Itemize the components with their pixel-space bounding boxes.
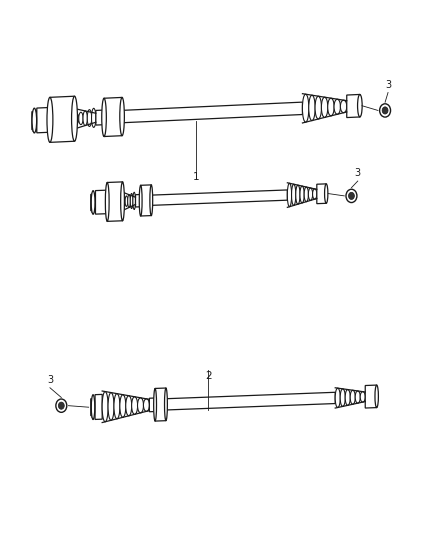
- Ellipse shape: [296, 185, 300, 204]
- Polygon shape: [91, 194, 95, 211]
- Ellipse shape: [120, 98, 124, 136]
- Text: 1: 1: [193, 172, 199, 182]
- Ellipse shape: [74, 114, 79, 124]
- Ellipse shape: [154, 389, 156, 421]
- Circle shape: [349, 192, 354, 199]
- Polygon shape: [95, 190, 107, 214]
- Ellipse shape: [130, 193, 133, 208]
- Ellipse shape: [313, 189, 317, 199]
- Polygon shape: [155, 388, 166, 421]
- Ellipse shape: [108, 393, 114, 421]
- Ellipse shape: [165, 388, 167, 421]
- Ellipse shape: [123, 197, 125, 205]
- Circle shape: [382, 107, 388, 114]
- Ellipse shape: [139, 185, 142, 216]
- Polygon shape: [166, 392, 335, 410]
- Ellipse shape: [120, 182, 124, 221]
- Ellipse shape: [335, 388, 340, 408]
- Ellipse shape: [91, 191, 95, 214]
- Polygon shape: [32, 111, 37, 130]
- Polygon shape: [317, 184, 326, 204]
- Ellipse shape: [340, 100, 347, 112]
- Ellipse shape: [125, 196, 128, 206]
- Polygon shape: [96, 110, 104, 125]
- Ellipse shape: [300, 186, 304, 203]
- Ellipse shape: [92, 108, 96, 127]
- Ellipse shape: [328, 98, 334, 116]
- Ellipse shape: [126, 395, 132, 416]
- Ellipse shape: [143, 399, 149, 411]
- Circle shape: [56, 399, 67, 413]
- Text: 3: 3: [47, 375, 53, 385]
- Ellipse shape: [133, 192, 135, 209]
- Polygon shape: [365, 385, 377, 408]
- Ellipse shape: [350, 390, 355, 404]
- Ellipse shape: [150, 185, 153, 215]
- Polygon shape: [122, 102, 303, 123]
- Ellipse shape: [292, 184, 296, 205]
- Ellipse shape: [340, 389, 345, 407]
- Polygon shape: [151, 190, 287, 205]
- Ellipse shape: [138, 398, 144, 413]
- Text: 3: 3: [355, 168, 361, 179]
- Ellipse shape: [120, 394, 126, 417]
- Ellipse shape: [302, 94, 309, 122]
- Ellipse shape: [325, 184, 328, 203]
- Ellipse shape: [71, 96, 78, 141]
- Polygon shape: [104, 98, 122, 136]
- Ellipse shape: [83, 111, 87, 126]
- Ellipse shape: [106, 182, 109, 221]
- Ellipse shape: [355, 391, 360, 403]
- Ellipse shape: [375, 385, 378, 408]
- Ellipse shape: [131, 397, 138, 414]
- Polygon shape: [107, 182, 123, 221]
- Ellipse shape: [92, 395, 95, 419]
- Ellipse shape: [334, 99, 340, 114]
- Circle shape: [58, 402, 64, 409]
- Ellipse shape: [321, 97, 328, 117]
- Ellipse shape: [114, 394, 120, 419]
- Ellipse shape: [79, 112, 83, 125]
- Ellipse shape: [128, 195, 131, 207]
- Text: 2: 2: [205, 372, 212, 382]
- Polygon shape: [149, 398, 155, 411]
- Ellipse shape: [304, 187, 308, 201]
- Text: 3: 3: [385, 80, 391, 90]
- Ellipse shape: [87, 110, 92, 126]
- Circle shape: [380, 104, 391, 117]
- Polygon shape: [141, 185, 151, 216]
- Polygon shape: [50, 96, 74, 142]
- Circle shape: [346, 189, 357, 203]
- Ellipse shape: [102, 392, 108, 422]
- Ellipse shape: [357, 94, 362, 117]
- Ellipse shape: [47, 98, 53, 142]
- Ellipse shape: [308, 188, 313, 200]
- Polygon shape: [91, 399, 95, 416]
- Polygon shape: [347, 94, 360, 118]
- Ellipse shape: [360, 392, 365, 402]
- Ellipse shape: [102, 98, 106, 136]
- Ellipse shape: [315, 96, 321, 119]
- Ellipse shape: [32, 108, 37, 133]
- Polygon shape: [135, 195, 141, 207]
- Ellipse shape: [287, 183, 292, 207]
- Ellipse shape: [309, 95, 315, 120]
- Polygon shape: [37, 108, 50, 133]
- Polygon shape: [95, 394, 102, 419]
- Ellipse shape: [345, 390, 350, 405]
